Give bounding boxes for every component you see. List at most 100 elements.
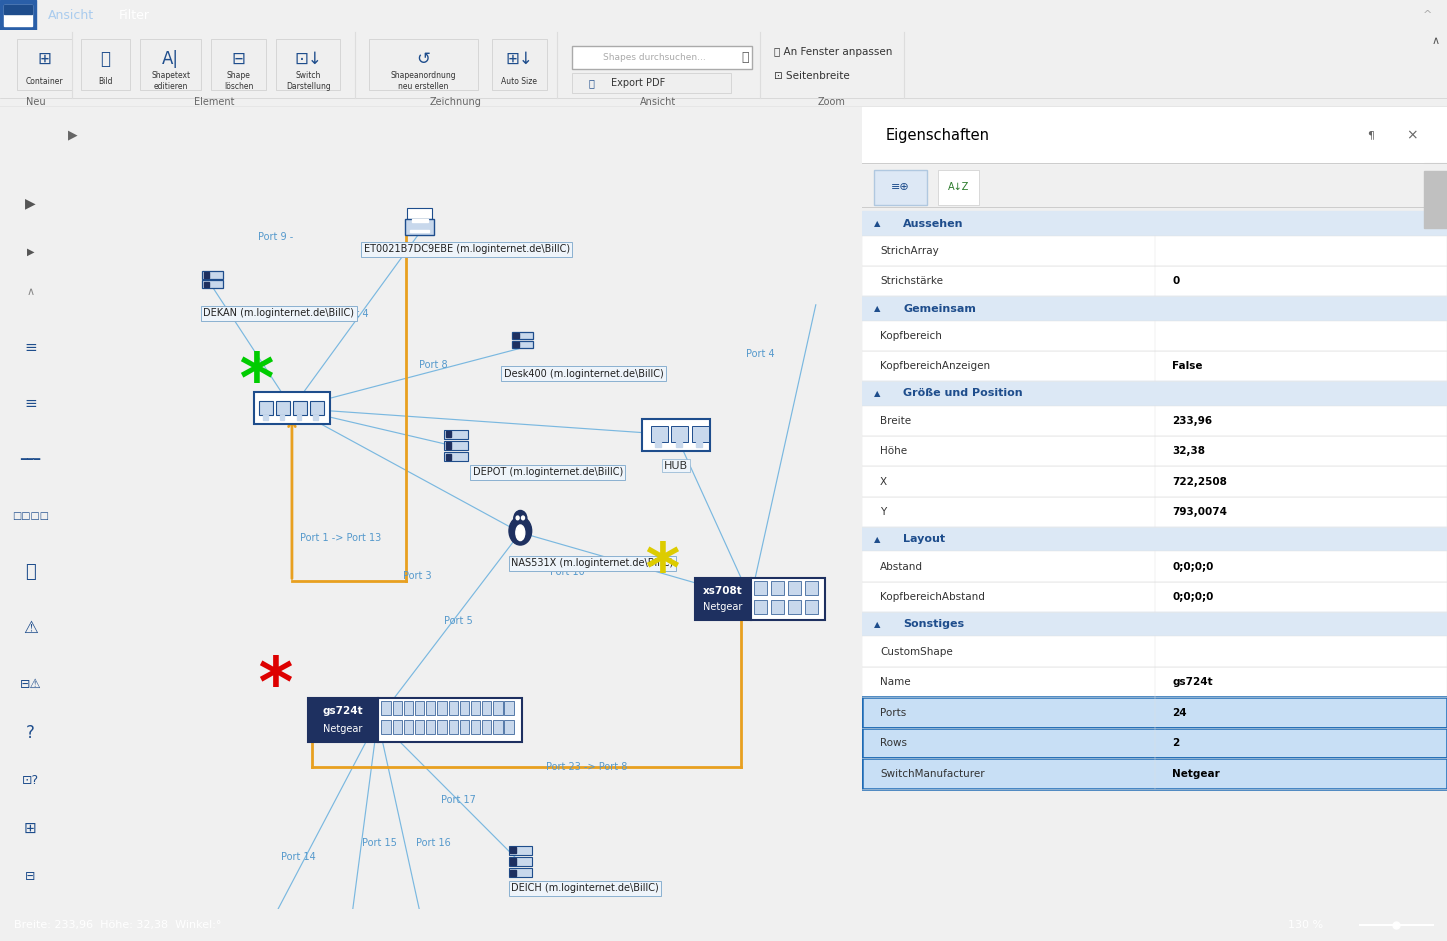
Bar xyxy=(862,212,1447,235)
Text: Breite: Breite xyxy=(880,416,912,425)
Bar xyxy=(276,40,340,90)
Bar xyxy=(412,219,427,222)
Text: ━━━: ━━━ xyxy=(20,455,41,465)
Bar xyxy=(514,342,519,347)
Text: KopfbereichAbstand: KopfbereichAbstand xyxy=(880,592,985,602)
Bar xyxy=(862,321,1447,351)
Bar xyxy=(446,454,451,460)
Text: *: * xyxy=(236,350,276,416)
Text: 793,0074: 793,0074 xyxy=(1172,507,1227,518)
Bar xyxy=(862,636,1447,667)
FancyBboxPatch shape xyxy=(692,425,709,442)
Text: Netgear: Netgear xyxy=(323,724,362,734)
FancyBboxPatch shape xyxy=(405,219,434,235)
Text: Port 16: Port 16 xyxy=(417,837,451,848)
Text: Shapes durchsuchen...: Shapes durchsuchen... xyxy=(602,53,706,61)
Text: Port 9 -: Port 9 - xyxy=(258,232,292,243)
Text: Port 3: Port 3 xyxy=(402,570,431,581)
FancyBboxPatch shape xyxy=(771,582,784,596)
Bar xyxy=(1424,171,1447,228)
FancyBboxPatch shape xyxy=(505,720,514,734)
Bar xyxy=(279,415,285,420)
Bar xyxy=(407,208,433,219)
Text: ▶: ▶ xyxy=(26,247,35,257)
Bar xyxy=(314,415,318,420)
Text: ▶: ▶ xyxy=(25,197,36,211)
Bar xyxy=(204,272,210,278)
Text: ⊟⚠: ⊟⚠ xyxy=(19,678,42,691)
Text: □□□□: □□□□ xyxy=(12,511,49,521)
Text: 0;0;0;0: 0;0;0;0 xyxy=(1172,562,1214,572)
Bar xyxy=(655,442,661,447)
FancyBboxPatch shape xyxy=(444,441,467,450)
Text: Ansicht: Ansicht xyxy=(48,8,94,22)
Text: ▲: ▲ xyxy=(874,534,881,544)
Text: Breite: 233,96  Höhe: 32,38  Winkel:°: Breite: 233,96 Höhe: 32,38 Winkel:° xyxy=(14,920,221,930)
Text: 0;0;0;0: 0;0;0;0 xyxy=(1172,592,1214,602)
Bar xyxy=(676,442,682,447)
Text: SwitchManufacturer: SwitchManufacturer xyxy=(880,769,984,778)
Text: Shapeanordnung
neu erstellen: Shapeanordnung neu erstellen xyxy=(391,72,456,91)
Text: NAS531X (m.loginternet.de\BillC): NAS531X (m.loginternet.de\BillC) xyxy=(511,558,673,568)
FancyBboxPatch shape xyxy=(310,401,324,415)
FancyBboxPatch shape xyxy=(203,271,223,279)
FancyBboxPatch shape xyxy=(695,578,751,620)
Bar xyxy=(446,431,451,438)
Bar xyxy=(17,40,72,90)
Bar xyxy=(862,758,1447,789)
Bar xyxy=(862,527,1447,551)
Text: Abstand: Abstand xyxy=(880,562,923,572)
Bar xyxy=(939,169,980,205)
Text: ⚠: ⚠ xyxy=(23,619,38,637)
Text: Netgear: Netgear xyxy=(703,602,742,612)
Bar xyxy=(862,296,1447,321)
FancyBboxPatch shape xyxy=(482,701,492,715)
Bar xyxy=(862,582,1447,613)
Bar xyxy=(572,72,731,93)
Bar xyxy=(81,40,130,90)
Text: 🖨: 🖨 xyxy=(589,78,595,88)
Text: ET0021B7DC9EBE (m.loginternet.de\BillC): ET0021B7DC9EBE (m.loginternet.de\BillC) xyxy=(363,245,570,254)
Text: *: * xyxy=(255,654,295,720)
Text: ⊡ Seitenbreite: ⊡ Seitenbreite xyxy=(774,72,849,82)
Text: Zoom: Zoom xyxy=(818,97,846,107)
Text: A|: A| xyxy=(162,50,179,68)
FancyBboxPatch shape xyxy=(754,600,767,614)
Bar xyxy=(862,497,1447,527)
Text: Y: Y xyxy=(880,507,886,518)
Text: Port 15: Port 15 xyxy=(362,837,396,848)
Text: ⤢ An Fenster anpassen: ⤢ An Fenster anpassen xyxy=(774,47,893,56)
Text: ^: ^ xyxy=(1424,10,1433,20)
Text: ⊞: ⊞ xyxy=(25,821,36,837)
Text: 24: 24 xyxy=(1172,708,1187,718)
Text: Port 4: Port 4 xyxy=(745,348,774,359)
Text: Aussehen: Aussehen xyxy=(903,218,964,229)
Ellipse shape xyxy=(515,525,525,540)
FancyBboxPatch shape xyxy=(276,401,289,415)
Text: 233,96: 233,96 xyxy=(1172,416,1213,425)
Bar xyxy=(140,40,201,90)
Text: DEKAN (m.loginternet.de\BillC): DEKAN (m.loginternet.de\BillC) xyxy=(204,309,355,318)
Text: Ports: Ports xyxy=(880,708,906,718)
Bar xyxy=(4,5,32,25)
FancyBboxPatch shape xyxy=(308,697,378,742)
FancyBboxPatch shape xyxy=(449,701,457,715)
Text: Port 4: Port 4 xyxy=(340,309,369,319)
Text: 2: 2 xyxy=(1172,738,1179,748)
Bar xyxy=(874,169,926,205)
Text: Filter: Filter xyxy=(119,8,149,22)
Text: Desk400 (m.loginternet.de\BillC): Desk400 (m.loginternet.de\BillC) xyxy=(504,369,663,378)
FancyBboxPatch shape xyxy=(805,582,818,596)
Bar xyxy=(862,613,1447,636)
Text: ≡: ≡ xyxy=(25,396,36,411)
Text: ≡⊕: ≡⊕ xyxy=(891,183,910,193)
Text: X: X xyxy=(880,477,887,486)
Text: 0: 0 xyxy=(1172,277,1179,286)
Text: Gemeinsam: Gemeinsam xyxy=(903,304,977,313)
FancyBboxPatch shape xyxy=(378,697,522,742)
Text: CustomShape: CustomShape xyxy=(880,646,952,657)
Text: HUB: HUB xyxy=(664,460,687,470)
FancyBboxPatch shape xyxy=(253,392,330,424)
FancyBboxPatch shape xyxy=(508,846,532,854)
Text: Bild: Bild xyxy=(98,76,113,86)
